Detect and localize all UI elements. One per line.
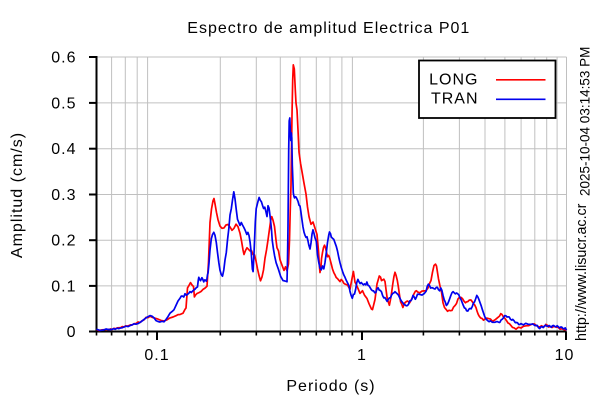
svg-text:1: 1 — [357, 347, 367, 364]
svg-text:0.2: 0.2 — [51, 233, 76, 250]
svg-text:0.6: 0.6 — [51, 50, 76, 67]
svg-text:Espectro de amplitud Electrica: Espectro de amplitud Electrica P01 — [187, 20, 470, 37]
svg-text:LONG: LONG — [429, 72, 478, 89]
svg-text:10: 10 — [555, 347, 575, 364]
svg-text:0: 0 — [67, 324, 77, 341]
svg-text:Amplitud (cm/s): Amplitud (cm/s) — [9, 132, 26, 258]
svg-text:0.1: 0.1 — [144, 347, 169, 364]
svg-text:0.3: 0.3 — [51, 187, 76, 204]
svg-text:http://www.lisucr.ac.cr: http://www.lisucr.ac.cr — [574, 203, 590, 341]
svg-text:TRAN: TRAN — [431, 91, 479, 108]
svg-text:0.1: 0.1 — [51, 278, 76, 295]
svg-text:Periodo (s): Periodo (s) — [286, 378, 375, 395]
svg-text:0.4: 0.4 — [51, 141, 76, 158]
svg-text:0.5: 0.5 — [51, 95, 76, 112]
svg-text:2025-10-04 03:14:53 PM: 2025-10-04 03:14:53 PM — [578, 47, 593, 196]
